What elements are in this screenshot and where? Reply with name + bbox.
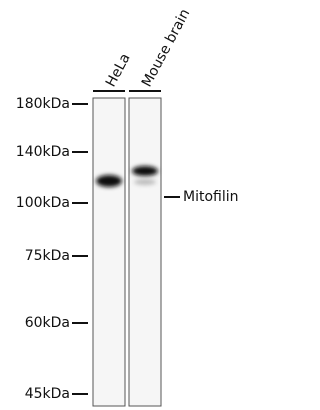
marker-label: 45kDa <box>25 386 70 402</box>
band-label: Mitofilin <box>183 189 239 205</box>
band-faint <box>134 179 156 185</box>
marker-label: 60kDa <box>25 315 70 331</box>
marker-label: 140kDa <box>16 144 70 160</box>
band <box>96 175 122 187</box>
lane-label: Mouse brain <box>139 6 193 89</box>
marker-label: 100kDa <box>16 195 70 211</box>
marker-group: 180kDa 140kDa 100kDa 75kDa 60kDa 45kDa <box>16 96 88 402</box>
lane <box>93 98 125 406</box>
western-blot: HeLa Mouse brain Mitofilin 180kDa140kDa1… <box>0 0 251 410</box>
lane-label: HeLa <box>103 51 134 90</box>
band <box>132 166 158 176</box>
marker-label: 180kDa <box>16 96 70 112</box>
lane <box>129 98 161 406</box>
marker-label: 75kDa <box>25 248 70 264</box>
